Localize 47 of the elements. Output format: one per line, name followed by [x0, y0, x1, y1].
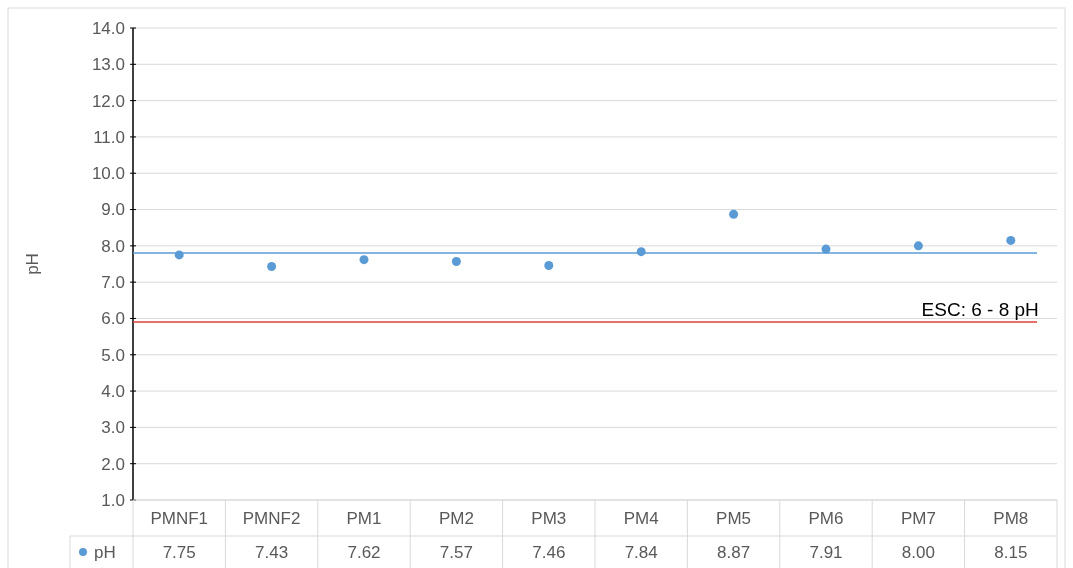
x-tick-label: PM2	[438, 508, 474, 528]
y-tick-label: 4.0	[101, 382, 125, 402]
data-label: 7.46	[532, 542, 566, 562]
x-tick-label: PM7	[900, 508, 936, 528]
point	[636, 247, 646, 257]
y-tick-label: 5.0	[101, 345, 125, 365]
y-tick-label: 14.0	[91, 18, 125, 38]
y-tick-label: 11.0	[93, 127, 125, 147]
x-tick-label: PM1	[346, 508, 382, 528]
x-tick-label: PMNF1	[150, 508, 209, 528]
data-label: 7.62	[347, 542, 381, 562]
y-tick-label: 1.0	[101, 490, 125, 510]
data-label: 8.87	[717, 542, 751, 562]
point	[913, 241, 923, 251]
y-tick-label: 2.0	[101, 454, 125, 474]
data-label: 7.43	[255, 542, 289, 562]
x-tick-label: PMNF2	[242, 508, 301, 528]
x-tick-label: PM5	[716, 508, 752, 528]
data-label: 7.57	[439, 542, 473, 562]
x-tick-label: PM6	[808, 508, 844, 528]
y-tick-label: 3.0	[101, 418, 125, 438]
point	[267, 262, 277, 272]
y-tick-label: 8.0	[101, 236, 125, 256]
legend-label: pH	[94, 542, 116, 562]
point	[359, 255, 369, 265]
data-label: 7.75	[162, 542, 196, 562]
y-tick-label: 12.0	[91, 91, 125, 111]
x-tick-label: PM4	[623, 508, 659, 528]
x-tick-label: PM8	[993, 508, 1029, 528]
point	[451, 256, 461, 266]
y-tick-label: 13.0	[91, 55, 125, 75]
data-label: 7.84	[624, 542, 658, 562]
data-label: 8.15	[994, 542, 1028, 562]
y-axis-title: pH	[23, 253, 42, 275]
y-tick-label: 9.0	[101, 200, 125, 220]
data-label: 8.00	[901, 542, 935, 562]
point	[544, 260, 554, 270]
point	[174, 250, 184, 260]
point	[821, 244, 831, 254]
point	[729, 209, 739, 219]
annotation: ESC: 6 - 8 pH	[921, 299, 1039, 321]
x-tick-label: PM3	[531, 508, 567, 528]
point	[1006, 235, 1016, 245]
data-label: 7.91	[809, 542, 843, 562]
y-tick-label: 6.0	[101, 309, 125, 329]
y-tick-label: 10.0	[91, 164, 125, 184]
y-tick-label: 7.0	[101, 273, 125, 293]
